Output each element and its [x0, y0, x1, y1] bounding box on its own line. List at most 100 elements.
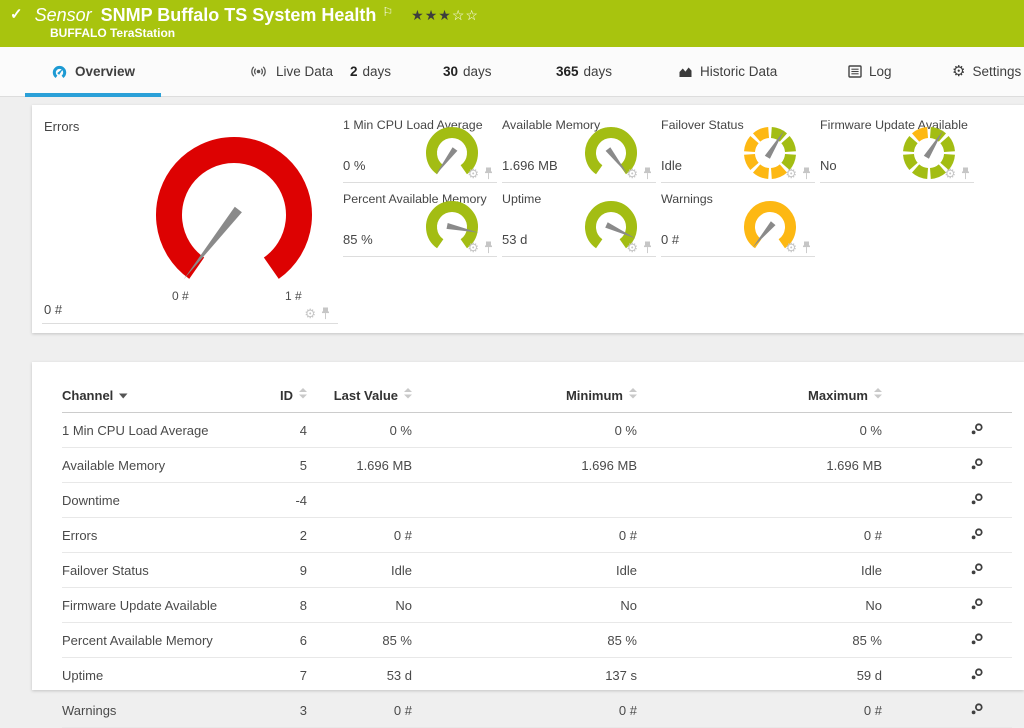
cell-min: 137 s — [412, 657, 637, 693]
gauges-panel: Errors 0 # 1 # 0 # ⚙ 1 Min CPU Load Aver… — [32, 105, 1024, 333]
cell-id: -4 — [262, 482, 307, 518]
gear-icon[interactable]: ⚙ — [785, 166, 797, 181]
cell-last — [307, 482, 412, 518]
errors-gauge-tile[interactable]: Errors 0 # 1 # 0 # ⚙ — [42, 117, 338, 324]
cell-last: 0 % — [307, 412, 412, 448]
cell-max: 59 d — [637, 657, 882, 693]
tab-label: days — [463, 64, 492, 79]
tab-label: days — [583, 64, 613, 79]
sensor-kind-label: Sensor — [34, 5, 92, 25]
column-header-id[interactable]: ID — [262, 386, 307, 413]
gauge-tile-failover-status[interactable]: Failover Status Idle ⚙ — [661, 118, 815, 183]
cell-channel: Failover Status — [62, 552, 262, 588]
gauge-label: Failover Status — [661, 118, 744, 132]
column-header-max[interactable]: Maximum — [637, 386, 882, 413]
cell-actions — [882, 482, 1012, 518]
tab-365-days[interactable]: 365 days — [556, 47, 612, 96]
cell-actions — [882, 692, 1012, 728]
gauge-label: Warnings — [661, 192, 713, 206]
cell-min: 0 # — [412, 517, 637, 553]
cell-max: 85 % — [637, 622, 882, 658]
tab-30-days[interactable]: 30 days — [443, 47, 492, 96]
gauge-tile-firmware-update-available[interactable]: Firmware Update Available No ⚙ — [820, 118, 974, 183]
tab-label: Overview — [75, 64, 136, 79]
star-rating[interactable]: ★★★☆☆ — [411, 6, 479, 24]
pin-icon[interactable] — [484, 241, 493, 254]
gauge-tile-percent-available-memory[interactable]: Percent Available Memory 85 % ⚙ — [343, 192, 497, 257]
cell-id: 2 — [262, 517, 307, 553]
tab-settings[interactable]: ⚙ Settings — [952, 47, 1021, 96]
column-header-channel[interactable]: Channel — [62, 386, 262, 413]
gear-icon[interactable]: ⚙ — [626, 240, 638, 255]
cell-min — [412, 482, 637, 518]
gear-icon[interactable]: ⚙ — [626, 166, 638, 181]
sort-toggle-icon — [874, 388, 882, 399]
gear-icon[interactable]: ⚙ — [304, 306, 316, 321]
column-header-label: Last Value — [333, 388, 398, 403]
cell-max: Idle — [637, 552, 882, 588]
pin-icon[interactable] — [484, 167, 493, 180]
cell-last: 85 % — [307, 622, 412, 658]
edit-channel-icon[interactable] — [970, 562, 984, 576]
gear-icon[interactable]: ⚙ — [467, 240, 479, 255]
edit-channel-icon[interactable] — [970, 492, 984, 506]
cell-actions — [882, 517, 1012, 553]
star-icon[interactable]: ☆ — [465, 7, 479, 23]
gear-icon[interactable]: ⚙ — [944, 166, 956, 181]
sort-toggle-icon — [404, 388, 412, 399]
column-header-min[interactable]: Minimum — [412, 386, 637, 413]
cell-last: No — [307, 587, 412, 623]
pin-icon[interactable] — [643, 167, 652, 180]
pin-icon[interactable] — [802, 241, 811, 254]
gear-icon[interactable]: ⚙ — [785, 240, 797, 255]
tab-historic-data[interactable]: Historic Data — [678, 47, 777, 96]
lookup-gauge — [903, 127, 955, 179]
star-icon[interactable]: ☆ — [451, 7, 466, 23]
edit-channel-icon[interactable] — [970, 527, 984, 541]
gauge-value: 0 # — [44, 302, 63, 317]
tab-2-days[interactable]: 2 days — [350, 47, 391, 96]
cell-max: 0 % — [637, 412, 882, 448]
edit-channel-icon[interactable] — [970, 457, 984, 471]
tab-log[interactable]: Log — [848, 47, 892, 96]
tab-live-data[interactable]: Live Data — [248, 47, 333, 96]
tabs-bar: Overview Live Data 2 days 30 days 365 days Histo… — [0, 47, 1024, 97]
edit-channel-icon[interactable] — [970, 667, 984, 681]
gauge-tiles-grid: 1 Min CPU Load Average 0 % ⚙ Available Memo… — [343, 118, 979, 257]
table-row: Warnings 3 0 #0 #0 # — [62, 692, 1012, 728]
gauge-value: 85 % — [343, 232, 373, 247]
star-icon[interactable]: ★ — [411, 7, 425, 23]
tab-overview[interactable]: Overview — [25, 47, 162, 97]
cell-max: No — [637, 587, 882, 623]
table-row: Uptime 7 53 d 137 s 59 d — [62, 657, 1012, 693]
column-header-last[interactable]: Last Value — [307, 386, 412, 413]
cell-id: 6 — [262, 622, 307, 658]
gauge-tile-warnings[interactable]: Warnings 0 # ⚙ — [661, 192, 815, 257]
gauge-value: 0 % — [343, 158, 366, 173]
pin-icon[interactable] — [321, 307, 330, 320]
gauge-tile-uptime[interactable]: Uptime 53 d ⚙ — [502, 192, 656, 257]
page-title: SNMP Buffalo TS System Health — [100, 5, 377, 25]
edit-channel-icon[interactable] — [970, 422, 984, 436]
gauge-tile-available-memory[interactable]: Available Memory 1.696 MB ⚙ — [502, 118, 656, 183]
gauge-value: 53 d — [502, 232, 528, 247]
pin-icon[interactable] — [802, 167, 811, 180]
cell-min: 0 % — [412, 412, 637, 448]
edit-channel-icon[interactable] — [970, 597, 984, 611]
star-icon[interactable]: ★ — [424, 7, 439, 23]
edit-channel-icon[interactable] — [970, 702, 984, 716]
cell-id: 5 — [262, 447, 307, 483]
table-row: Percent Available Memory 6 85 % 85 % 85 % — [62, 622, 1012, 658]
priority-flag-icon[interactable]: ⚐ — [382, 5, 394, 19]
cell-channel: Errors — [62, 517, 262, 553]
errors-gauge — [129, 123, 339, 291]
cell-id: 9 — [262, 552, 307, 588]
star-icon[interactable]: ★ — [438, 7, 452, 23]
pin-icon[interactable] — [961, 167, 970, 180]
gauge-tile-1-min-cpu-load-average[interactable]: 1 Min CPU Load Average 0 % ⚙ — [343, 118, 497, 183]
edit-channel-icon[interactable] — [970, 632, 984, 646]
pin-icon[interactable] — [643, 241, 652, 254]
cell-last: 53 d — [307, 657, 412, 693]
gear-icon: ⚙ — [952, 63, 966, 80]
gear-icon[interactable]: ⚙ — [467, 166, 479, 181]
